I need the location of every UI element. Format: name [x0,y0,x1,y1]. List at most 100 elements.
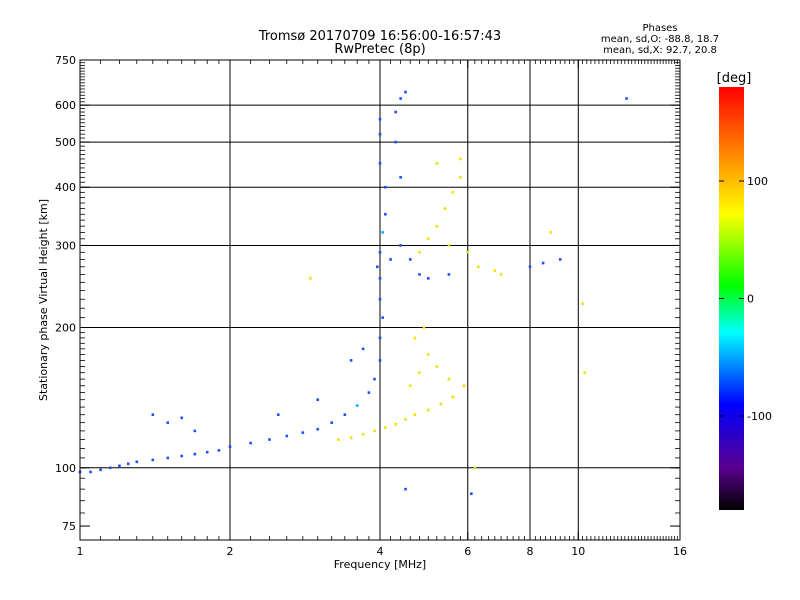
colorbar-label: [deg] [717,71,752,86]
data-point-o-mode-38 [399,97,402,100]
x-tick-label-4: 8 [527,545,534,558]
colorbar-tick-label-2: -100 [747,410,772,423]
data-point-x-mode-14 [426,353,430,356]
data-point-o-mode-41 [389,258,392,261]
data-point-x-mode-10 [451,395,455,399]
stats-line-x: mean, sd,X: 92.7, 20.8 [603,45,717,56]
data-point-o-mode-61 [470,492,473,495]
data-point-o-mode-21 [355,404,359,407]
data-point-o-mode-15 [268,438,271,441]
x-tick-label-5: 10 [571,545,585,558]
data-point-o-mode-6 [135,460,139,464]
data-point-o-mode-1 [89,470,92,474]
data-point-x-mode-0 [337,438,340,441]
data-point-o-mode-5 [126,462,130,466]
data-point-x-mode-8 [426,408,430,412]
data-point-x-mode-30 [435,162,439,165]
data-point-o-mode-7 [151,458,155,462]
data-point-x-mode-15 [413,336,417,340]
x-tick-label-1: 2 [227,545,234,558]
axis-ticks [79,59,681,540]
data-point-o-mode-45 [418,273,421,276]
data-points [78,90,628,495]
data-point-x-mode-18 [447,377,451,381]
data-point-o-mode-26 [381,316,384,319]
data-point-o-mode-55 [316,398,320,402]
data-point-o-mode-44 [394,140,397,144]
data-point-o-mode-22 [367,391,371,394]
data-point-o-mode-17 [301,431,305,434]
y-tick-label-2: 200 [55,322,76,335]
data-point-x-mode-21 [435,224,439,228]
data-point-o-mode-14 [249,441,252,445]
colorbar-tick-label-0: 100 [747,175,768,188]
data-point-o-mode-47 [447,273,451,276]
data-point-x-mode-22 [443,207,447,210]
data-point-x-mode-25 [447,244,451,247]
data-point-x-mode-3 [373,429,376,433]
data-point-o-mode-39 [404,90,407,94]
data-point-x-mode-35 [583,371,586,374]
data-point-o-mode-30 [378,251,382,254]
data-point-o-mode-32 [384,212,387,216]
data-point-x-mode-1 [349,436,353,440]
data-point-x-mode-11 [462,384,466,388]
data-point-x-mode-28 [493,269,497,272]
data-point-o-mode-53 [180,416,184,420]
data-point-o-mode-25 [378,336,382,340]
data-point-x-mode-7 [413,413,417,417]
data-point-o-mode-37 [394,110,397,114]
y-tick-label-6: 600 [55,99,76,112]
data-point-o-mode-11 [205,450,209,454]
data-point-x-mode-16 [422,326,426,329]
data-point-o-mode-19 [330,421,334,424]
data-point-o-mode-12 [217,449,221,452]
data-point-o-mode-29 [375,265,379,269]
data-point-x-mode-29 [499,273,503,276]
data-point-x-mode-27 [477,265,480,269]
data-point-o-mode-8 [166,456,170,460]
data-point-o-mode-28 [378,277,382,280]
data-point-x-mode-19 [418,251,421,254]
data-point-x-mode-36 [473,466,477,470]
data-point-o-mode-59 [625,97,628,100]
data-point-o-mode-42 [408,258,412,261]
x-tick-label-0: 1 [77,545,84,558]
data-point-o-mode-36 [378,117,382,121]
data-point-o-mode-52 [166,421,170,424]
data-point-o-mode-49 [541,261,545,265]
data-point-x-mode-6 [404,418,407,421]
data-point-o-mode-46 [426,277,430,280]
data-point-o-mode-40 [399,244,402,247]
data-point-o-mode-31 [381,231,384,234]
data-point-o-mode-33 [384,185,387,189]
y-tick-label-5: 500 [55,136,76,149]
data-point-o-mode-16 [285,434,289,438]
y-tick-label-4: 400 [55,181,76,194]
data-point-x-mode-9 [439,402,443,406]
colorbar-ticks: 100 0 -100 [719,175,772,423]
data-point-o-mode-60 [404,487,407,491]
data-point-o-mode-13 [228,445,232,448]
data-point-o-mode-2 [99,468,102,472]
data-point-o-mode-51 [151,413,155,417]
data-point-x-mode-4 [384,426,387,429]
data-point-x-mode-26 [466,251,470,254]
data-point-x-mode-20 [426,237,430,241]
stats-title: Phases [642,23,677,34]
y-axis-label: Stationary phase Virtual Height [km] [37,199,50,401]
data-point-o-mode-58 [276,413,280,417]
x-tick-label-3: 6 [464,545,471,558]
data-point-o-mode-9 [180,454,184,458]
data-point-o-mode-57 [361,347,365,351]
data-point-x-mode-12 [408,384,412,388]
chart-title: Tromsø 20170709 16:56:00-16:57:43 [258,29,501,44]
data-point-x-mode-2 [361,433,365,436]
data-point-x-mode-24 [459,176,462,179]
data-point-x-mode-31 [459,157,462,161]
data-point-x-mode-17 [435,365,439,368]
x-tick-label-2: 4 [377,545,384,558]
data-point-o-mode-34 [378,162,382,165]
